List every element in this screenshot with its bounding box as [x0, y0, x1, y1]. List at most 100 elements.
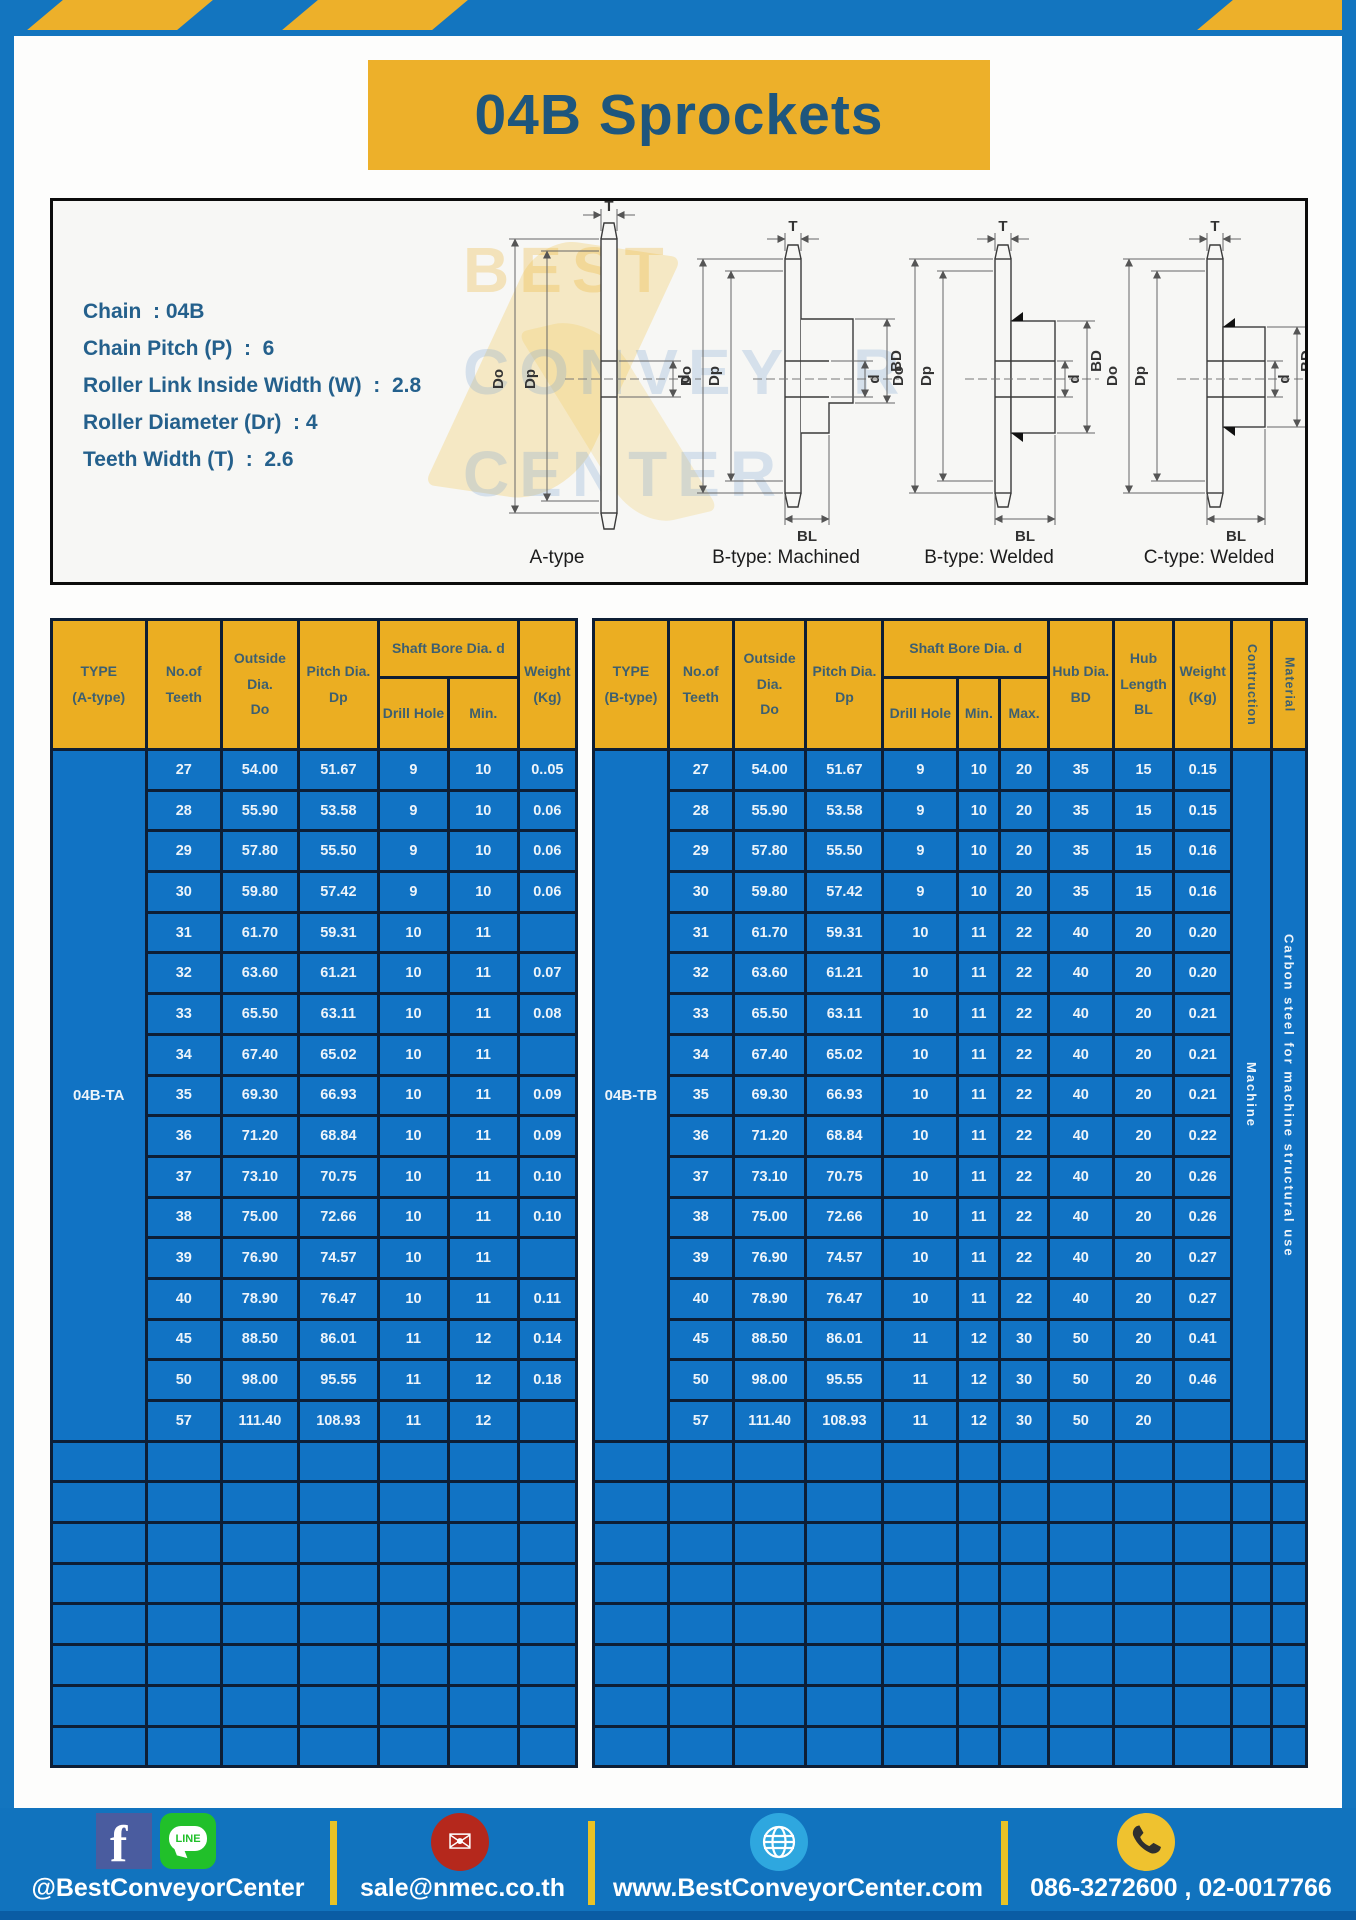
- table-cell: 34: [144, 1032, 224, 1077]
- table-cell: 59.31: [296, 910, 381, 955]
- empty-cell: [881, 1521, 960, 1565]
- table-row: 34 67.40 65.02 10 11: [52, 1032, 579, 1077]
- social-handle[interactable]: @BestConveyorCenter: [31, 1874, 305, 1902]
- table-cell: 40: [1046, 1032, 1115, 1077]
- sprocket-technical-drawings: T Do Dp d: [490, 201, 1305, 545]
- table-cell: 35: [1046, 870, 1115, 914]
- col-shaft-bore: Shaft Bore Dia. d: [377, 618, 520, 679]
- empty-cell: [220, 1480, 300, 1525]
- table-cell: 53.58: [296, 788, 381, 833]
- table-cell: 33: [144, 992, 224, 1036]
- empty-table-row: [50, 1480, 579, 1525]
- table-cell: 11: [446, 1114, 520, 1158]
- facebook-icon[interactable]: f: [96, 1813, 152, 1869]
- table-cell: 10: [446, 788, 520, 833]
- table-cell: 73.10: [220, 1154, 300, 1199]
- empty-cell: [446, 1683, 520, 1728]
- left-border: [0, 0, 14, 1920]
- social-block[interactable]: f LINE @BestConveyorCenter: [8, 1808, 328, 1920]
- table-cell: 9: [377, 788, 450, 833]
- empty-table-row: [50, 1683, 579, 1728]
- col-max: Max.: [998, 676, 1050, 751]
- table-cell: 67.40: [731, 1032, 808, 1077]
- table-row: 38 75.00 72.66 10 11 22 40 20 0.26: [594, 1195, 1307, 1240]
- table-cell: 40: [1046, 910, 1115, 955]
- table-cell: 40: [144, 1276, 224, 1321]
- table-cell: 40: [1046, 1114, 1115, 1158]
- website-url[interactable]: www.BestConveyorCenter.com: [612, 1874, 983, 1902]
- empty-cell: [998, 1439, 1050, 1484]
- table-cell: 20: [1111, 951, 1176, 996]
- a-type-table: TYPE (A-type) No.of Teeth Outside Dia. D…: [50, 618, 579, 1769]
- table-cell: 57.80: [220, 829, 300, 874]
- empty-cell: [881, 1602, 960, 1647]
- table-cell: 54.00: [731, 748, 808, 792]
- table-cell: 10: [446, 748, 520, 792]
- table-cell: 50: [1046, 1399, 1115, 1443]
- table-row: 40 78.90 76.47 10 11 22 40 20 0.27: [594, 1276, 1307, 1321]
- col-outside: Outside Dia. Do: [220, 618, 300, 751]
- sprocket-a-type: T Do Dp d: [490, 201, 701, 530]
- table-cell: 55.90: [220, 788, 300, 833]
- spec-line: Roller Link Inside Width (W) : 2.8: [83, 374, 422, 397]
- table-cell: 0.22: [1172, 1114, 1234, 1158]
- empty-cell: [1111, 1724, 1176, 1769]
- table-cell: 36: [144, 1114, 224, 1158]
- table-cell: 10: [377, 910, 450, 955]
- svg-text:BL: BL: [1226, 528, 1246, 545]
- empty-cell: [804, 1521, 885, 1565]
- empty-cell: [998, 1724, 1050, 1769]
- table-cell: 57.42: [296, 870, 381, 914]
- table-cell: 39: [144, 1236, 224, 1280]
- phone-block[interactable]: 086-3272600 , 02-0017766: [1016, 1808, 1346, 1920]
- empty-cell: [446, 1521, 520, 1565]
- table-cell: 10: [377, 1236, 450, 1280]
- empty-table-row: [592, 1602, 1309, 1647]
- empty-cell: [144, 1683, 224, 1728]
- empty-cell: [956, 1439, 1002, 1484]
- empty-cell: [377, 1439, 450, 1484]
- table-cell: [1172, 1399, 1234, 1443]
- table-cell: 111.40: [731, 1399, 808, 1443]
- table-cell: 9: [881, 748, 960, 792]
- spec-line: Roller Diameter (Dr) : 4: [83, 411, 318, 434]
- table-row: 33 65.50 63.11 10 11 22 40 20 0.21: [594, 992, 1307, 1036]
- empty-table-row: [592, 1683, 1309, 1728]
- empty-cell: [592, 1561, 670, 1606]
- table-cell: 10: [377, 1073, 450, 1118]
- email-block[interactable]: ✉ sale@nmec.co.th: [345, 1808, 580, 1920]
- col-type: TYPE (B-type): [592, 618, 670, 751]
- empty-cell: [592, 1439, 670, 1484]
- table-cell: 12: [446, 1317, 520, 1362]
- empty-cell: [804, 1643, 885, 1687]
- table-cell: 61.21: [296, 951, 381, 996]
- table-cell: 10: [377, 1032, 450, 1077]
- table-cell: 69.30: [731, 1073, 808, 1118]
- empty-cell: [220, 1683, 300, 1728]
- table-row: 50 98.00 95.55 11 12 0.18: [52, 1358, 579, 1402]
- table-cell: 10: [377, 1114, 450, 1158]
- table-cell: 27: [144, 748, 224, 792]
- empty-cell: [220, 1439, 300, 1484]
- empty-cell: [666, 1521, 735, 1565]
- table-cell: 11: [881, 1358, 960, 1402]
- table-row: 38 75.00 72.66 10 11 0.10: [52, 1195, 579, 1240]
- table-cell: 11: [956, 1032, 1002, 1077]
- empty-cell: [296, 1602, 381, 1647]
- globe-icon: [750, 1813, 808, 1871]
- type-label-cell: 04B-TB: [592, 748, 670, 1443]
- table-cell: 22: [998, 1276, 1050, 1321]
- empty-cell: [516, 1561, 579, 1606]
- empty-cell: [144, 1521, 224, 1565]
- empty-cell: [50, 1602, 148, 1647]
- table-cell: 20: [998, 788, 1050, 833]
- table-cell: 0.15: [1172, 788, 1234, 833]
- website-block[interactable]: www.BestConveyorCenter.com: [602, 1808, 994, 1920]
- title-banner: 04B Sprockets: [368, 60, 990, 170]
- empty-cell: [446, 1602, 520, 1647]
- phone-numbers[interactable]: 086-3272600 , 02-0017766: [1030, 1874, 1332, 1902]
- line-icon[interactable]: LINE: [160, 1813, 216, 1869]
- table-cell: 76.47: [804, 1276, 885, 1321]
- table-row: 57 111.40 108.93 11 12: [52, 1399, 579, 1443]
- email-address[interactable]: sale@nmec.co.th: [359, 1874, 565, 1902]
